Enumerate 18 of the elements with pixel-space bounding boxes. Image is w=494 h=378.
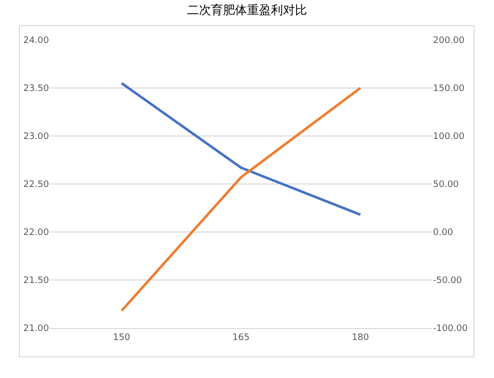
y-tick-label: 24.00	[23, 36, 50, 46]
y2-tick-label: 0.00	[433, 228, 454, 238]
y-tick-label: 22.50	[23, 180, 50, 190]
y2-tick-label: 150.00	[433, 84, 465, 94]
y-tick-label: 23.50	[23, 84, 50, 94]
y-tick-label: 23.00	[23, 132, 50, 142]
x-tick-label: 150	[113, 332, 130, 343]
y2-tick-label: 100.00	[433, 132, 465, 142]
y2-tick-label: 200.00	[433, 36, 465, 46]
x-tick-label: 165	[232, 332, 250, 343]
x-tick-label: 180	[352, 332, 370, 343]
y-tick-label: 21.00	[23, 324, 50, 334]
y2-tick-label: 50.00	[433, 180, 460, 190]
y-tick-label: 21.50	[23, 276, 50, 286]
y2-tick-label: -100.00	[433, 324, 468, 334]
y2-tick-label: -50.00	[433, 276, 462, 286]
y-tick-label: 22.00	[23, 228, 50, 238]
chart-title: 二次育肥体重盈利对比	[187, 3, 307, 18]
